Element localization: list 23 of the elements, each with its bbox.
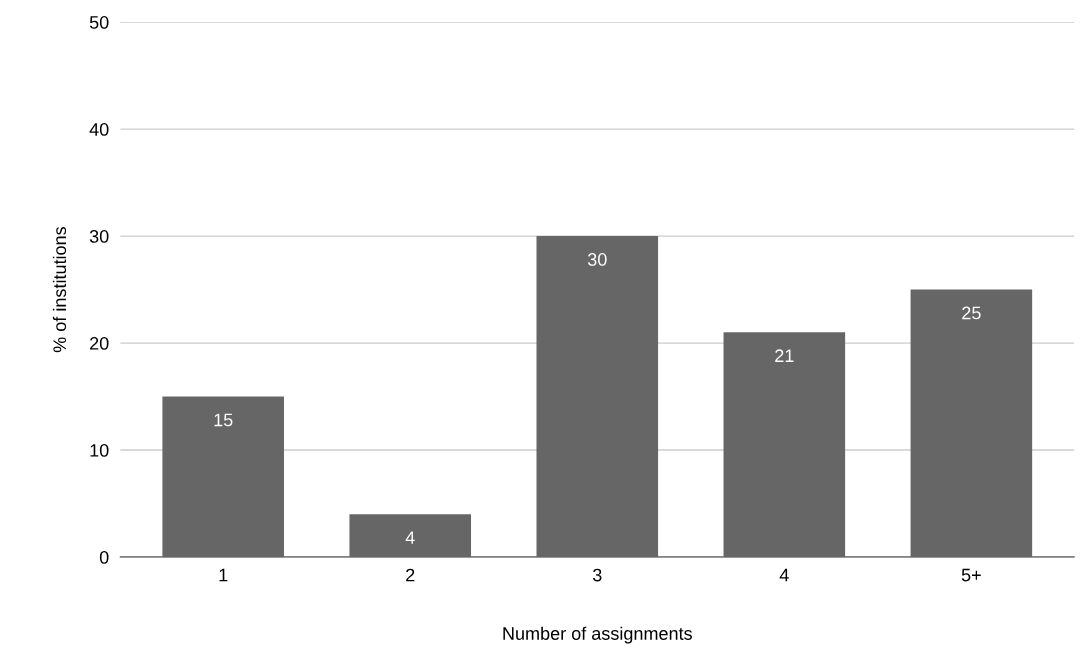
y-tick-label: 0 bbox=[99, 550, 109, 564]
y-tick-label: 10 bbox=[90, 443, 109, 457]
data-label: 15 bbox=[214, 413, 233, 427]
x-tick-label: 4 bbox=[779, 568, 789, 582]
y-tick-label: 20 bbox=[90, 337, 109, 350]
x-axis-title: Number of assignments bbox=[503, 626, 692, 644]
x-tick-label: 5+ bbox=[961, 568, 981, 582]
data-label: 4 bbox=[405, 531, 415, 544]
data-label: 21 bbox=[775, 349, 794, 362]
y-axis-title: % of institutions bbox=[52, 227, 67, 353]
y-tick-label: 50 bbox=[89, 16, 109, 29]
bar bbox=[910, 289, 1033, 558]
y-tick-label: 30 bbox=[89, 230, 109, 243]
bar bbox=[162, 396, 284, 558]
bar bbox=[349, 514, 472, 558]
y-tick-label: 40 bbox=[89, 123, 109, 136]
bar bbox=[723, 332, 846, 558]
x-tick-label: 3 bbox=[592, 568, 602, 582]
data-label: 25 bbox=[962, 306, 981, 320]
data-label: 30 bbox=[587, 253, 607, 266]
bar bbox=[536, 236, 659, 558]
x-tick-label: 1 bbox=[219, 568, 228, 582]
x-tick-label: 2 bbox=[406, 568, 415, 582]
